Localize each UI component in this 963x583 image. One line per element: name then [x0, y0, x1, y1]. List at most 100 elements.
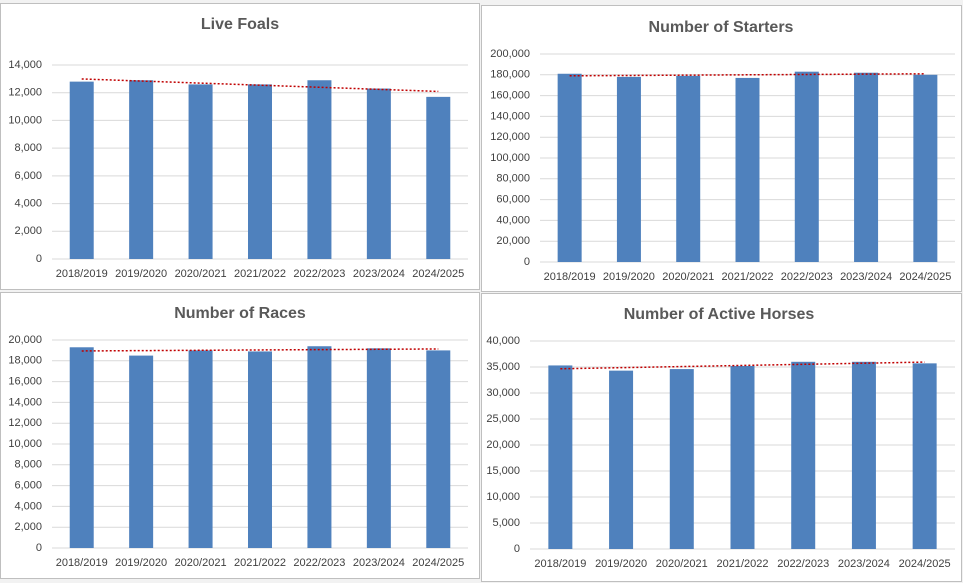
- x-tick-label: 2024/2025: [899, 271, 951, 283]
- x-tick-label: 2022/2023: [781, 271, 833, 283]
- y-tick-label: 18,000: [8, 355, 42, 367]
- x-tick-label: 2021/2022: [234, 557, 286, 569]
- y-tick-label: 0: [524, 256, 530, 268]
- y-tick-label: 80,000: [496, 173, 530, 185]
- bar: [609, 370, 634, 549]
- y-tick-label: 4,000: [14, 197, 42, 209]
- bar: [791, 361, 816, 549]
- x-tick-label: 2018/2019: [544, 271, 596, 283]
- x-tick-label: 2019/2020: [595, 558, 647, 570]
- x-tick-label: 2024/2025: [412, 557, 464, 569]
- bar: [188, 84, 213, 260]
- y-tick-label: 14,000: [8, 396, 42, 408]
- bar: [730, 365, 755, 549]
- y-tick-label: 6,000: [14, 480, 42, 492]
- bar: [307, 346, 332, 548]
- bar: [669, 369, 694, 549]
- y-tick-label: 100,000: [490, 152, 530, 164]
- bar: [426, 96, 451, 259]
- y-tick-label: 140,000: [490, 110, 530, 122]
- y-tick-label: 35,000: [486, 361, 520, 373]
- bar: [366, 88, 391, 259]
- bar: [366, 348, 391, 548]
- bar: [616, 76, 641, 262]
- y-tick-label: 160,000: [490, 90, 530, 102]
- bar: [69, 81, 94, 259]
- y-tick-label: 200,000: [490, 48, 530, 60]
- chart-title: Number of Active Horses: [624, 306, 815, 323]
- trendline: [81, 348, 439, 352]
- y-tick-label: 10,000: [8, 114, 42, 126]
- y-tick-label: 180,000: [490, 69, 530, 81]
- y-tick-label: 10,000: [8, 438, 42, 450]
- bar: [129, 355, 154, 548]
- x-tick-label: 2021/2022: [717, 558, 769, 570]
- y-tick-label: 12,000: [8, 417, 42, 429]
- bar: [129, 80, 154, 259]
- bar: [912, 363, 937, 549]
- x-tick-label: 2018/2019: [56, 557, 108, 569]
- x-tick-label: 2020/2021: [175, 557, 227, 569]
- y-tick-label: 15,000: [486, 465, 520, 477]
- x-tick-label: 2022/2023: [777, 558, 829, 570]
- bar: [548, 365, 573, 549]
- x-tick-label: 2023/2024: [840, 271, 892, 283]
- bar: [248, 351, 272, 548]
- x-tick-label: 2023/2024: [353, 268, 405, 280]
- y-tick-label: 20,000: [8, 334, 42, 346]
- trendline: [81, 78, 439, 93]
- chart-title: Number of Starters: [649, 19, 794, 36]
- y-tick-label: 12,000: [8, 87, 42, 99]
- x-tick-label: 2018/2019: [534, 558, 586, 570]
- y-tick-label: 4,000: [14, 500, 42, 512]
- bar: [188, 350, 213, 548]
- x-tick-label: 2021/2022: [722, 271, 774, 283]
- y-tick-label: 20,000: [496, 235, 530, 247]
- x-tick-label: 2022/2023: [293, 268, 345, 280]
- y-tick-label: 20,000: [486, 439, 520, 451]
- bar: [854, 72, 879, 262]
- y-tick-label: 2,000: [14, 225, 42, 237]
- x-tick-label: 2023/2024: [838, 558, 890, 570]
- y-tick-label: 30,000: [486, 387, 520, 399]
- x-tick-label: 2020/2021: [662, 271, 714, 283]
- x-tick-label: 2022/2023: [293, 557, 345, 569]
- x-tick-label: 2020/2021: [656, 558, 708, 570]
- x-tick-label: 2021/2022: [234, 268, 286, 280]
- chart-title: Live Foals: [201, 16, 279, 33]
- x-tick-label: 2023/2024: [353, 557, 405, 569]
- bar: [676, 75, 701, 262]
- x-tick-label: 2020/2021: [175, 268, 227, 280]
- x-tick-label: 2019/2020: [603, 271, 655, 283]
- bar: [794, 71, 819, 263]
- bar: [69, 347, 94, 548]
- trendline: [569, 73, 926, 77]
- y-tick-label: 8,000: [14, 142, 42, 154]
- bar: [913, 74, 938, 262]
- chart-panel: [481, 5, 962, 292]
- bar: [248, 84, 272, 260]
- y-tick-label: 8,000: [14, 459, 42, 471]
- y-tick-label: 60,000: [496, 194, 530, 206]
- bar: [426, 350, 451, 548]
- x-tick-label: 2024/2025: [899, 558, 951, 570]
- x-tick-label: 2019/2020: [115, 268, 167, 280]
- y-tick-label: 2,000: [14, 521, 42, 533]
- x-tick-label: 2019/2020: [115, 557, 167, 569]
- chart-title: Number of Races: [174, 305, 306, 322]
- x-tick-label: 2024/2025: [412, 268, 464, 280]
- y-tick-label: 25,000: [486, 413, 520, 425]
- y-tick-label: 40,000: [486, 335, 520, 347]
- y-tick-label: 0: [514, 543, 520, 555]
- x-tick-label: 2018/2019: [56, 268, 108, 280]
- y-tick-label: 5,000: [492, 517, 520, 529]
- y-tick-label: 40,000: [496, 214, 530, 226]
- bar: [557, 73, 582, 262]
- bar: [851, 361, 876, 549]
- bar: [735, 77, 760, 262]
- y-tick-label: 16,000: [8, 376, 42, 388]
- y-tick-label: 6,000: [14, 170, 42, 182]
- y-tick-label: 0: [36, 542, 42, 554]
- trendline: [560, 361, 925, 370]
